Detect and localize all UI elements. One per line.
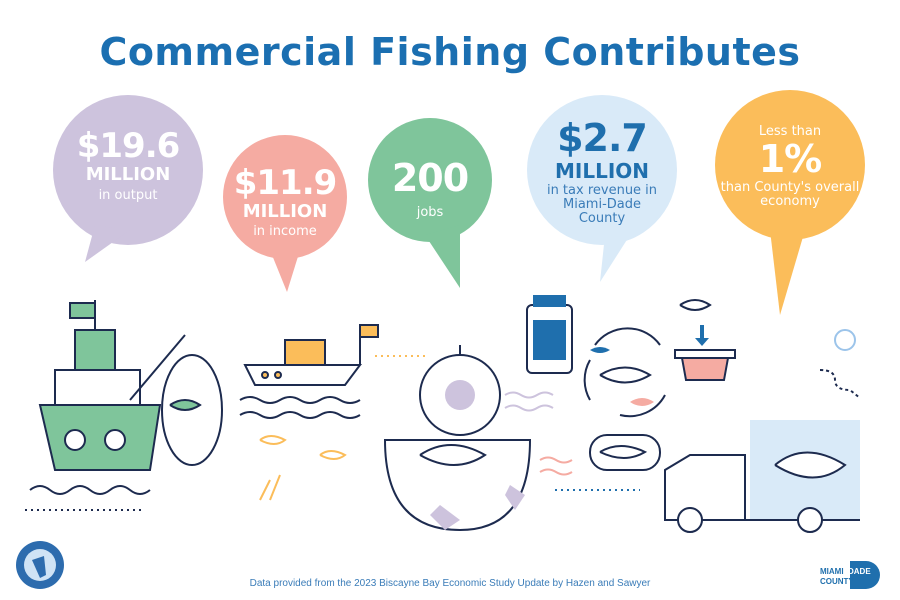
logo-text: COUNTY	[820, 577, 854, 586]
stat-jobs: 200 jobs	[370, 156, 490, 220]
stat-economy: Less than 1% than County's overall econo…	[720, 124, 860, 210]
stat-unit: MILLION	[242, 201, 328, 223]
stat-value: 1%	[758, 137, 823, 182]
stat-value: $11.9	[233, 163, 338, 203]
stat-label: jobs	[416, 204, 444, 220]
stat-prefix: Less than	[758, 124, 822, 139]
delivery-truck-illustration	[664, 299, 861, 533]
stat-value: $19.6	[76, 126, 181, 166]
logo-text: DADE	[848, 567, 871, 576]
stat-label: in income	[253, 224, 317, 240]
page-title: Commercial Fishing Contributes	[99, 30, 801, 74]
bubble-jobs	[368, 118, 492, 288]
stat-label: in output	[98, 188, 158, 204]
stat-unit: MILLION	[85, 164, 171, 186]
bubble-economy	[715, 90, 865, 315]
trawler-illustration	[239, 324, 379, 501]
fishing-boat-illustration	[25, 300, 223, 511]
fish-net-illustration	[383, 345, 532, 532]
stat-label: than County's overall economy	[720, 180, 860, 210]
sfwmd-seal-logo	[16, 541, 64, 589]
stat-unit: MILLION	[554, 158, 649, 183]
source-footnote: Data provided from the 2023 Biscayne Bay…	[249, 578, 651, 589]
stat-value: 200	[391, 156, 469, 200]
stat-tax: $2.7 MILLION in tax revenue in Miami-Dad…	[542, 116, 662, 227]
logo-text: MIAMI	[820, 567, 844, 576]
bubble-tax	[527, 95, 677, 282]
stat-label: in tax revenue in Miami-Dade County	[546, 182, 658, 227]
waves-decoration	[504, 391, 554, 412]
stat-income: $11.9 MILLION in income	[225, 163, 345, 240]
stat-value: $2.7	[557, 116, 648, 160]
stat-output: $19.6 MILLION in output	[58, 126, 198, 204]
bubble-output	[53, 95, 203, 262]
miami-dade-logo: MIAMI DADE COUNTY	[820, 561, 880, 589]
fish-cycle-illustration	[526, 295, 666, 471]
bubble-income	[223, 135, 347, 292]
